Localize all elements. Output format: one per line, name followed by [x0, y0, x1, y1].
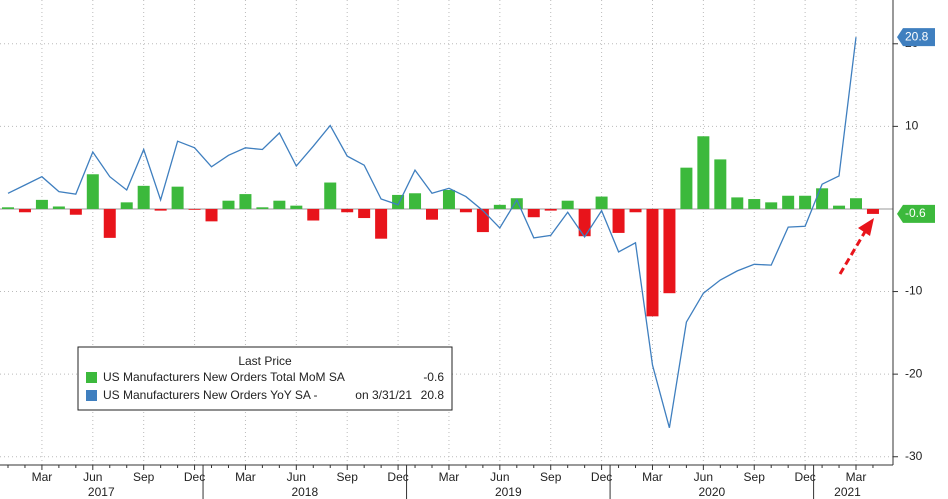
y-tick-label: -30 [905, 449, 923, 463]
bar [69, 208, 82, 215]
legend-value: -0.6 [423, 370, 444, 384]
bar [18, 208, 31, 213]
bar [510, 198, 523, 209]
bar [205, 208, 218, 222]
arrow-head [858, 218, 874, 236]
bar [561, 200, 574, 209]
x-year-label: 2019 [495, 485, 522, 499]
x-tick-label: Jun [287, 470, 306, 484]
bar [273, 200, 286, 209]
last-value-tag [897, 28, 935, 47]
bar [256, 207, 269, 209]
legend-swatch [86, 372, 97, 383]
bar [442, 189, 455, 209]
bar [188, 208, 201, 210]
bar [646, 208, 659, 317]
bar [629, 208, 642, 213]
x-tick-label: Sep [744, 470, 766, 484]
y-tick-label: -10 [905, 284, 923, 298]
bar [731, 197, 744, 209]
last-value-label: -0.6 [905, 206, 926, 220]
legend-value: 20.8 [421, 388, 445, 402]
bar [52, 206, 65, 209]
y-tick-label: -20 [905, 366, 923, 380]
x-tick-label: Mar [642, 470, 663, 484]
x-year-label: 2021 [834, 485, 861, 499]
bar [222, 200, 235, 209]
bar [103, 208, 116, 238]
bar [476, 208, 489, 233]
bar [120, 202, 133, 209]
x-tick-label: Sep [337, 470, 359, 484]
x-tick-label: Mar [846, 470, 867, 484]
bar [833, 205, 846, 209]
legend: Last Price US Manufacturers New Orders T… [77, 346, 453, 411]
legend-label: US Manufacturers New Orders Total MoM SA [103, 370, 345, 384]
bar [493, 204, 506, 209]
arrow-shaft [838, 229, 868, 275]
annotation-arrow [838, 218, 874, 275]
bar [426, 208, 438, 220]
legend-note: on 3/31/21 [355, 388, 412, 402]
x-tick-label: Dec [591, 470, 612, 484]
x-tick-label: Sep [133, 470, 155, 484]
bar [2, 207, 14, 209]
x-tick-label: Mar [439, 470, 460, 484]
bar [748, 199, 761, 209]
bar [86, 174, 99, 209]
legend-label: US Manufacturers New Orders YoY SA - [103, 388, 318, 402]
bar [324, 182, 337, 209]
y-tick-label: 10 [905, 119, 919, 133]
bar [850, 198, 862, 209]
bar [765, 202, 778, 209]
x-year-label: 2017 [88, 485, 115, 499]
bar [154, 208, 167, 211]
x-tick-label: Jun [694, 470, 713, 484]
bar [35, 199, 48, 209]
bar [578, 208, 591, 237]
bar [612, 208, 625, 233]
bar [341, 208, 354, 213]
last-value-tag [897, 204, 935, 223]
bar [358, 208, 371, 219]
x-tick-label: Mar [32, 470, 53, 484]
bar [697, 136, 710, 209]
legend-box [77, 346, 453, 411]
x-year-label: 2020 [698, 485, 725, 499]
x-tick-label: Dec [794, 470, 815, 484]
bar [375, 208, 388, 239]
bar [866, 208, 879, 214]
bar [663, 208, 676, 294]
bar [680, 167, 693, 209]
x-tick-label: Jun [83, 470, 102, 484]
x-tick-label: Jun [490, 470, 509, 484]
bar [782, 195, 795, 209]
bar [290, 205, 303, 209]
line [7, 37, 857, 428]
bar [459, 208, 472, 213]
last-value-label: 20.8 [905, 29, 929, 43]
bar [527, 208, 540, 218]
x-tick-label: Dec [387, 470, 408, 484]
bar [409, 193, 422, 209]
x-tick-label: Mar [235, 470, 256, 484]
bar [714, 159, 727, 209]
bar [595, 196, 608, 209]
bar [544, 208, 557, 211]
bar [137, 185, 150, 209]
bar [171, 186, 184, 209]
legend-title: Last Price [238, 354, 292, 368]
bar [799, 195, 812, 209]
bar [307, 208, 320, 221]
x-tick-label: Sep [540, 470, 562, 484]
bar [816, 188, 829, 209]
legend-swatch [86, 390, 97, 401]
bar [239, 194, 252, 209]
x-tick-label: Dec [184, 470, 205, 484]
x-year-label: 2018 [291, 485, 318, 499]
